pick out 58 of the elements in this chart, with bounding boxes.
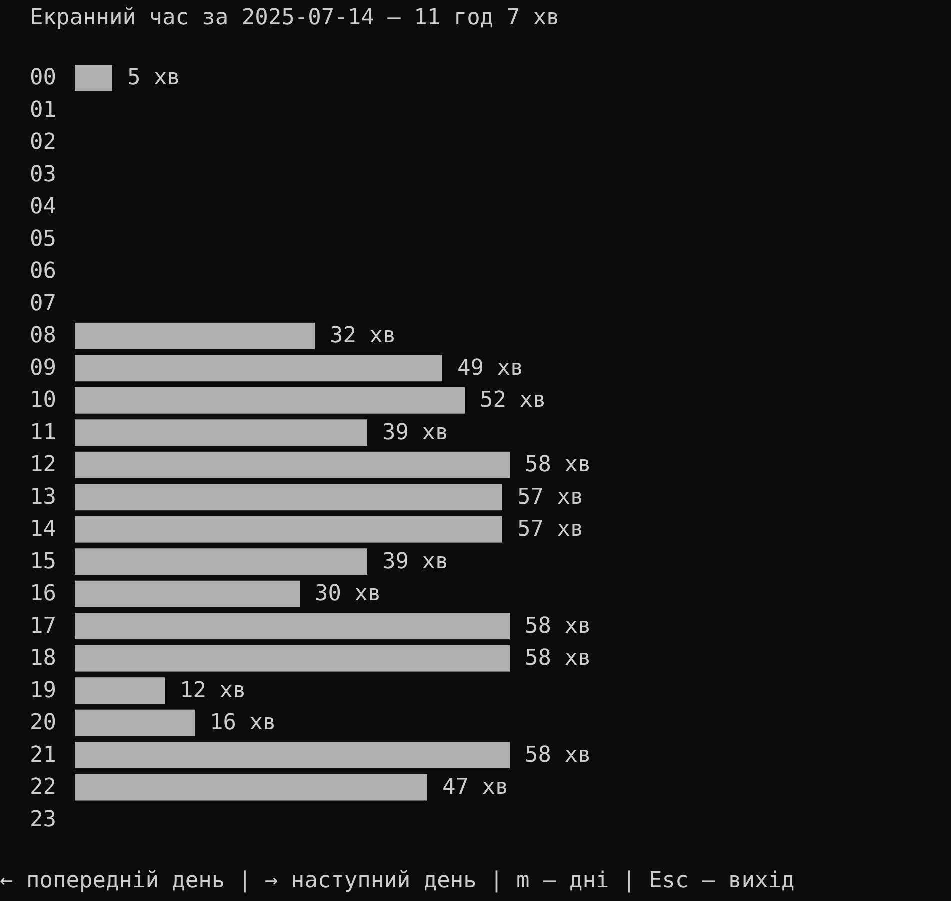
data-label: 58 хв (525, 742, 592, 768)
y-tick-label: 06 (30, 259, 56, 284)
bar (75, 322, 315, 350)
bar (75, 548, 368, 576)
chart-title: Екранний час за 2025-07-14 — 11 год 7 хв (30, 6, 560, 30)
y-tick-label: 03 (30, 162, 56, 188)
data-label: 39 хв (382, 549, 449, 574)
y-tick-label: 11 (30, 420, 56, 446)
bar (75, 710, 195, 736)
data-label: 32 хв (330, 324, 396, 349)
bar (75, 580, 300, 608)
y-tick-label: 19 (30, 678, 56, 704)
data-label: 58 хв (525, 452, 592, 478)
y-tick-label: 16 (30, 582, 56, 607)
y-tick-label: 02 (30, 130, 56, 156)
bar (75, 678, 165, 704)
y-tick-label: 22 (30, 775, 56, 800)
data-label: 57 хв (518, 517, 584, 542)
y-tick-label: 04 (30, 194, 56, 220)
bar (75, 516, 502, 543)
y-tick-label: 21 (30, 742, 56, 768)
data-label: 58 хв (525, 614, 592, 639)
y-tick-label: 13 (30, 484, 56, 510)
y-tick-label: 18 (30, 646, 56, 672)
bar (75, 742, 510, 769)
data-label: 57 хв (518, 484, 584, 510)
y-tick-label: 23 (30, 807, 56, 832)
y-tick-label: 07 (30, 291, 56, 316)
data-label: 16 хв (210, 710, 276, 736)
bar (75, 645, 510, 672)
data-label: 30 хв (315, 582, 382, 607)
y-tick-label: 08 (30, 324, 56, 349)
y-tick-label: 17 (30, 614, 56, 639)
data-label: 52 хв (480, 388, 546, 414)
data-label: 39 хв (382, 420, 449, 446)
y-tick-label: 09 (30, 356, 56, 381)
data-label: 47 хв (442, 775, 509, 800)
bar (75, 355, 442, 382)
y-tick-label: 01 (30, 98, 56, 123)
data-label: 5 хв (128, 66, 180, 91)
bar (75, 387, 465, 414)
data-label: 58 хв (525, 646, 592, 672)
bar (75, 613, 510, 640)
data-label: 49 хв (458, 356, 524, 381)
y-tick-label: 20 (30, 710, 56, 736)
y-tick-label: 12 (30, 452, 56, 478)
data-label: 12 хв (180, 678, 246, 704)
y-tick-label: 10 (30, 388, 56, 414)
bar (75, 484, 502, 511)
bar (75, 65, 112, 92)
bar (75, 452, 510, 478)
y-tick-label: 05 (30, 226, 56, 252)
y-tick-label: 14 (30, 517, 56, 542)
text: ← попередній день | → наступний день | m — дні | Esc — вихід (0, 868, 795, 894)
y-tick-label: 00 (30, 66, 56, 91)
y-tick-label: 15 (30, 549, 56, 574)
bar (75, 774, 428, 801)
bar (75, 420, 368, 446)
